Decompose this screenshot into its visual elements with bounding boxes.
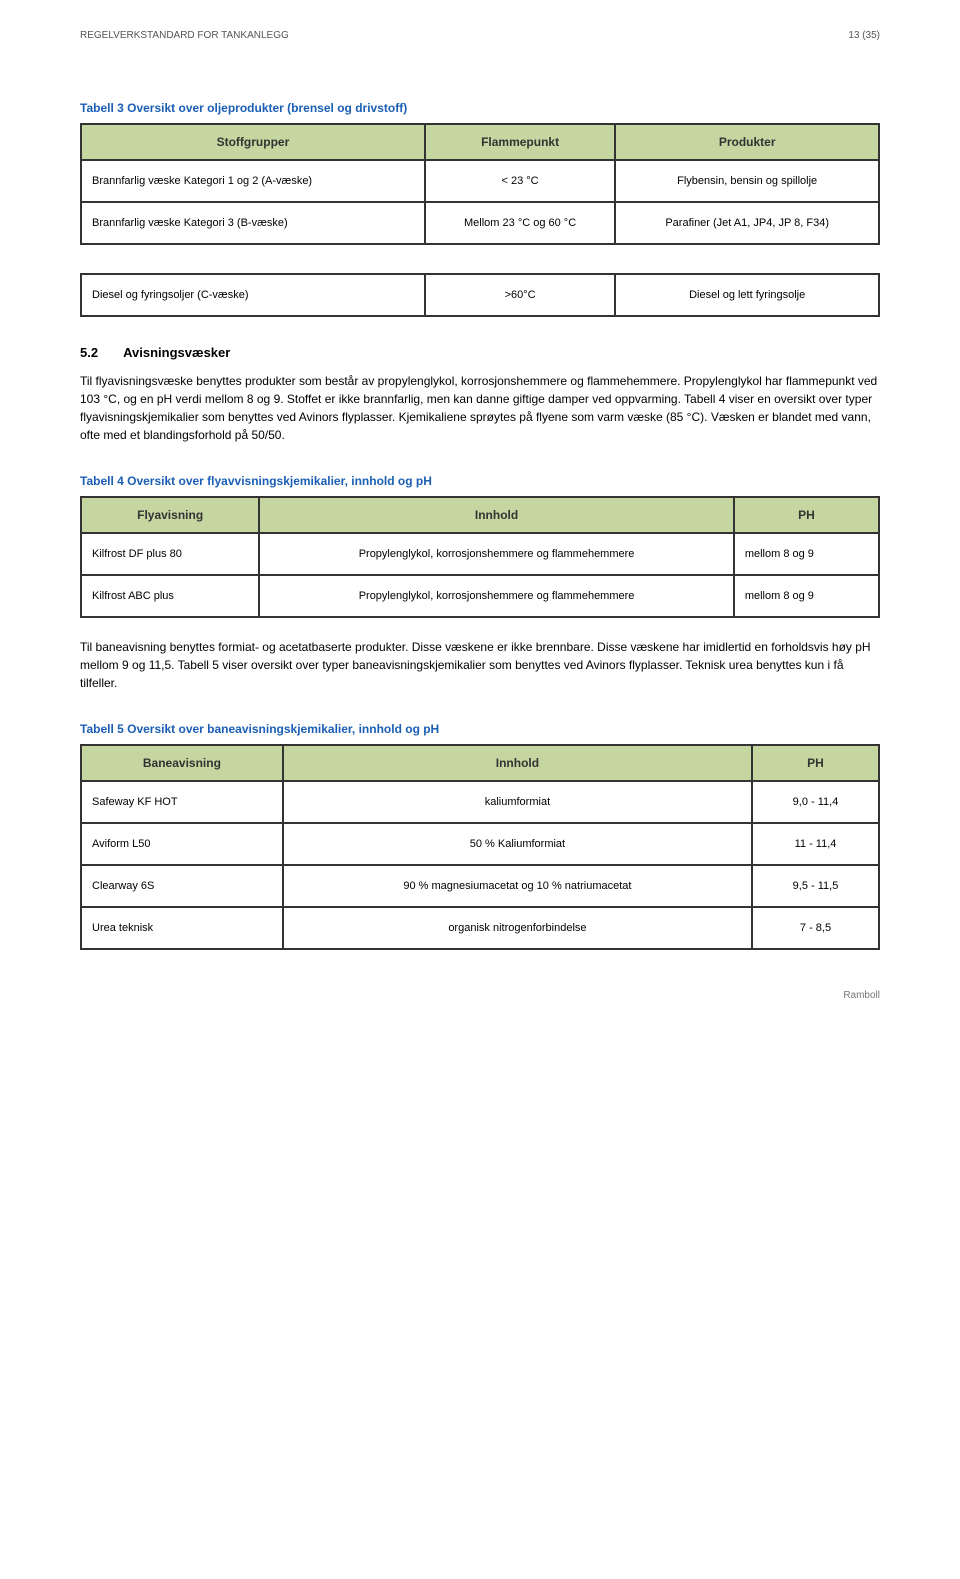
table5-caption: Tabell 5 Oversikt over baneavisningskjem… (80, 722, 880, 736)
t3exc1: >60°C (425, 274, 615, 316)
table3-col-1: Flammepunkt (425, 124, 615, 160)
section-5-2-heading: 5.2 Avisningsvæsker (80, 345, 880, 360)
t3r1c1: Mellom 23 °C og 60 °C (425, 202, 615, 244)
table4-col-0: Flyavisning (81, 497, 259, 533)
table3-caption: Tabell 3 Oversikt over oljeprodukter (br… (80, 101, 880, 115)
t5r0c0: Safeway KF HOT (81, 781, 283, 823)
table-row: Urea teknisk organisk nitrogenforbindels… (81, 907, 879, 949)
t5r2c0: Clearway 6S (81, 865, 283, 907)
t3exc2: Diesel og lett fyringsolje (615, 274, 879, 316)
t3r0c1: < 23 °C (425, 160, 615, 202)
header-left: REGELVERKSTANDARD FOR TANKANLEGG (80, 30, 289, 41)
table-row: Diesel og fyringsoljer (C-væske) >60°C D… (81, 274, 879, 316)
table5-col-1: Innhold (283, 745, 752, 781)
t5r0c2: 9,0 - 11,4 (752, 781, 879, 823)
section-title: Avisningsvæsker (123, 345, 230, 360)
t5r1c1: 50 % Kaliumformiat (283, 823, 752, 865)
table-row: Clearway 6S 90 % magnesiumacetat og 10 %… (81, 865, 879, 907)
table-row: Aviform L50 50 % Kaliumformiat 11 - 11,4 (81, 823, 879, 865)
t3exc0: Diesel og fyringsoljer (C-væske) (81, 274, 425, 316)
t3r1c2: Parafiner (Jet A1, JP4, JP 8, F34) (615, 202, 879, 244)
table-row: Kilfrost ABC plus Propylenglykol, korros… (81, 575, 879, 617)
t5r3c1: organisk nitrogenforbindelse (283, 907, 752, 949)
table-row: Safeway KF HOT kaliumformiat 9,0 - 11,4 (81, 781, 879, 823)
t4r1c1: Propylenglykol, korrosjonshemmere og fla… (259, 575, 734, 617)
t3r1c0: Brannfarlig væske Kategori 3 (B-væske) (81, 202, 425, 244)
table3: Stoffgrupper Flammepunkt Produkter Brann… (80, 123, 880, 317)
t5r1c2: 11 - 11,4 (752, 823, 879, 865)
table4: Flyavisning Innhold PH Kilfrost DF plus … (80, 496, 880, 618)
t5r3c2: 7 - 8,5 (752, 907, 879, 949)
footer-brand: Ramboll (80, 990, 880, 1001)
t4r1c0: Kilfrost ABC plus (81, 575, 259, 617)
t4r0c2: mellom 8 og 9 (734, 533, 879, 575)
section-num: 5.2 (80, 345, 120, 360)
table4-col-1: Innhold (259, 497, 734, 533)
t5r2c1: 90 % magnesiumacetat og 10 % natriumacet… (283, 865, 752, 907)
table4-col-2: PH (734, 497, 879, 533)
table3-col-0: Stoffgrupper (81, 124, 425, 160)
t5r1c0: Aviform L50 (81, 823, 283, 865)
table-row: Brannfarlig væske Kategori 1 og 2 (A-væs… (81, 160, 879, 202)
t4r0c1: Propylenglykol, korrosjonshemmere og fla… (259, 533, 734, 575)
t3r0c0: Brannfarlig væske Kategori 1 og 2 (A-væs… (81, 160, 425, 202)
section-5-2-para: Til flyavisningsvæske benyttes produkter… (80, 372, 880, 444)
table5: Baneavisning Innhold PH Safeway KF HOT k… (80, 744, 880, 950)
table3-col-2: Produkter (615, 124, 879, 160)
t4r1c2: mellom 8 og 9 (734, 575, 879, 617)
table4-caption: Tabell 4 Oversikt over flyavvisningskjem… (80, 474, 880, 488)
t5r2c2: 9,5 - 11,5 (752, 865, 879, 907)
table-row: Kilfrost DF plus 80 Propylenglykol, korr… (81, 533, 879, 575)
header-page-number: 13 (35) (848, 30, 880, 41)
table-row: Brannfarlig væske Kategori 3 (B-væske) M… (81, 202, 879, 244)
table5-col-2: PH (752, 745, 879, 781)
table5-col-0: Baneavisning (81, 745, 283, 781)
t5r0c1: kaliumformiat (283, 781, 752, 823)
t5r3c0: Urea teknisk (81, 907, 283, 949)
t4r0c0: Kilfrost DF plus 80 (81, 533, 259, 575)
t3r0c2: Flybensin, bensin og spillolje (615, 160, 879, 202)
mid-paragraph: Til baneavisning benyttes formiat- og ac… (80, 638, 880, 692)
